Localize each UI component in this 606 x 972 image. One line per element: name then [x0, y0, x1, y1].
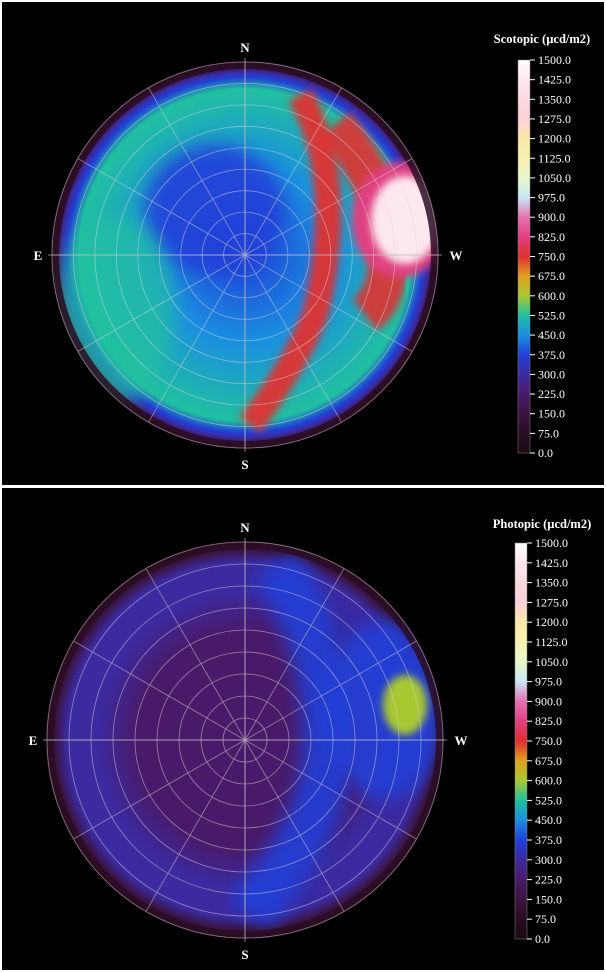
- colorbar-tick-label: 300.0: [538, 367, 565, 381]
- colorbar-tick-label: 900.0: [535, 694, 562, 708]
- compass-axes: [43, 538, 447, 942]
- colorbar-tick-label: 1050.0: [535, 655, 568, 669]
- compass-label-south: S: [241, 457, 248, 472]
- grid-spoke: [244, 254, 342, 423]
- colorbar-tick-label: 150.0: [535, 892, 562, 906]
- colorbar-tick-label: 1350.0: [535, 576, 568, 590]
- colorbar-tick-label: 1425.0: [535, 556, 568, 570]
- colorbar-tick-label: 1350.0: [538, 92, 571, 106]
- colorbar-tick-label: 75.0: [535, 912, 556, 926]
- photopic-sky-chart: N S E W Photopic (µcd/m2) 1500.0 1425.0 1350.0 1…: [29, 517, 592, 962]
- colorbar-tick-label: 1050.0: [538, 171, 571, 185]
- colorbar-tick-label: 1125.0: [538, 151, 571, 165]
- colorbar-tick-label: 375.0: [538, 348, 565, 362]
- colorbar-tick-label: 900.0: [538, 210, 565, 224]
- colorbar-tick-label: 225.0: [535, 873, 562, 887]
- colorbar-tick-label: 825.0: [538, 230, 565, 244]
- colorbar-tick-label: 1275.0: [535, 595, 568, 609]
- colorbar-tick-label: 675.0: [538, 269, 565, 283]
- scotopic-panel: N S E W Scotopic (µcd/m2) 1500.0 1425.0 1350.0 1…: [2, 2, 604, 485]
- colorbar-tick-label: 150.0: [538, 407, 565, 421]
- grid-spoke: [145, 739, 246, 912]
- compass-label-west: W: [455, 733, 468, 748]
- colorbar: [517, 59, 531, 454]
- compass-label-east: E: [29, 733, 38, 748]
- grid-spoke: [244, 640, 417, 741]
- colorbar-tick-label: 600.0: [538, 289, 565, 303]
- grid-spoke: [244, 158, 413, 256]
- grid-spoke: [73, 739, 246, 840]
- colorbar-tick-label: 1200.0: [538, 132, 571, 146]
- colorbar-tick-label: 825.0: [535, 714, 562, 728]
- grid-spoke: [148, 87, 246, 256]
- grid-spoke: [244, 739, 345, 912]
- colorbar-tick-label: 375.0: [535, 833, 562, 847]
- grid-spoke: [73, 640, 246, 741]
- colorbar-tick-label: 975.0: [538, 191, 565, 205]
- colorbar: [514, 542, 528, 940]
- colorbar-tick-label: 1500.0: [538, 53, 571, 67]
- colorbar-tick-label: 0.0: [535, 932, 550, 946]
- sky-glow-layer: [228, 550, 443, 929]
- colorbar-title: Scotopic (µcd/m2): [494, 32, 590, 46]
- colorbar-tick-label: 1125.0: [535, 635, 568, 649]
- colorbar-tick-label: 1200.0: [535, 615, 568, 629]
- compass-label-north: N: [240, 40, 250, 55]
- colorbar-tick-label: 1425.0: [538, 73, 571, 87]
- colorbar-tick-label: 750.0: [538, 250, 565, 264]
- grid-spoke: [77, 254, 246, 352]
- grid-spoke: [244, 568, 345, 741]
- colorbar-tick-label: 975.0: [535, 675, 562, 689]
- scotopic-sky-chart: N S E W Scotopic (µcd/m2) 1500.0 1425.0 1350.0 1…: [34, 32, 591, 472]
- colorbar-tick-label: 450.0: [535, 813, 562, 827]
- colorbar-tick-label: 0.0: [538, 446, 553, 460]
- compass-label-east: E: [34, 248, 43, 263]
- compass-axes: [48, 58, 442, 452]
- colorbar-tick-label: 1500.0: [535, 536, 568, 550]
- compass-label-west: W: [450, 248, 463, 263]
- colorbar-title: Photopic (µcd/m2): [493, 517, 592, 531]
- colorbar-tick-label: 600.0: [535, 774, 562, 788]
- colorbar-tick-label: 75.0: [538, 426, 559, 440]
- colorbar-tick-label: 675.0: [535, 754, 562, 768]
- grid-spoke: [244, 254, 413, 352]
- grid-spoke: [244, 739, 417, 840]
- compass-label-north: N: [240, 520, 250, 535]
- grid-spoke: [148, 254, 246, 423]
- colorbar-tick-label: 300.0: [535, 853, 562, 867]
- colorbar-tick-label: 525.0: [535, 793, 562, 807]
- grid-spoke: [145, 568, 246, 741]
- compass-label-south: S: [241, 947, 248, 962]
- colorbar-tick-label: 525.0: [538, 308, 565, 322]
- colorbar-tick-label: 225.0: [538, 387, 565, 401]
- colorbar-tick-label: 450.0: [538, 328, 565, 342]
- grid-spoke: [244, 87, 342, 256]
- grid-spoke: [77, 158, 246, 256]
- colorbar-tick-label: 1275.0: [538, 112, 571, 126]
- colorbar-tick-label: 750.0: [535, 734, 562, 748]
- photopic-panel: N S E W Photopic (µcd/m2) 1500.0 1425.0 1350.0 1…: [2, 488, 604, 970]
